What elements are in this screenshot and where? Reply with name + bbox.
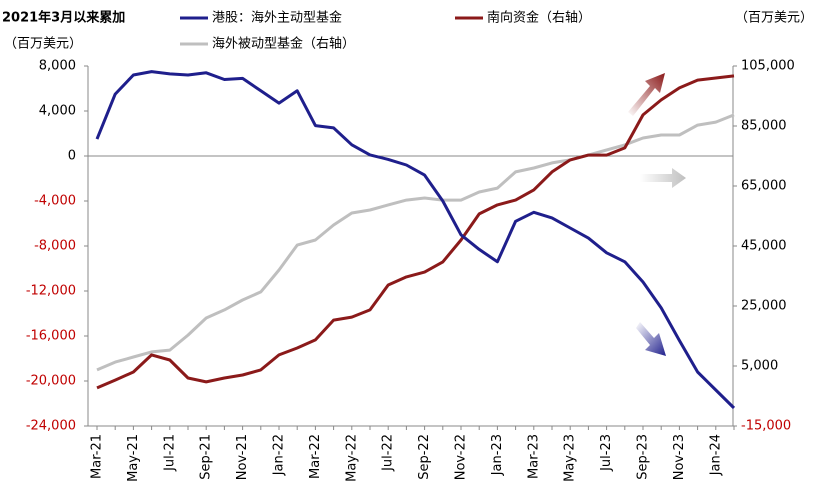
x-tick-label: Nov-23 bbox=[672, 434, 687, 480]
x-tick-label: Jul-23 bbox=[599, 434, 614, 472]
y-tick-label: 0 bbox=[68, 149, 76, 164]
y-tick-label: 4,000 bbox=[39, 104, 76, 119]
x-tick-label: May-22 bbox=[344, 434, 359, 482]
y-tick-label: -12,000 bbox=[26, 284, 76, 299]
x-tick-label: Sep-23 bbox=[636, 434, 651, 480]
x-tick-label: Jan-22 bbox=[272, 434, 287, 476]
y-tick-label: -8,000 bbox=[34, 239, 76, 254]
y2-tick-label: 45,000 bbox=[741, 239, 787, 254]
x-tick-label: Jan-23 bbox=[490, 434, 505, 476]
y2-tick-label: -15,000 bbox=[741, 419, 791, 434]
legend-label: 港股：海外主动型基金 bbox=[212, 10, 342, 26]
x-tick-label: Mar-22 bbox=[308, 434, 323, 479]
x-tick-label: Mar-21 bbox=[90, 434, 105, 479]
x-tick-label: Jul-21 bbox=[162, 434, 177, 472]
y-axis-label: （百万美元） bbox=[4, 37, 82, 52]
x-tick-label: Jul-22 bbox=[381, 434, 396, 472]
legend-label: 南向资金（右轴） bbox=[487, 10, 591, 26]
y-tick-label: -20,000 bbox=[26, 374, 76, 389]
x-tick-label: May-23 bbox=[563, 434, 578, 482]
y2-tick-label: 5,000 bbox=[741, 359, 778, 374]
x-tick-label: Mar-23 bbox=[526, 434, 541, 479]
arrow-down bbox=[636, 322, 666, 356]
legend-label: 海外被动型基金（右轴） bbox=[212, 36, 355, 52]
x-tick-label: Jan-24 bbox=[708, 434, 723, 476]
y-tick-label: -4,000 bbox=[34, 194, 76, 209]
y2-axis-label: （百万美元） bbox=[735, 11, 813, 26]
y2-tick-label: 85,000 bbox=[741, 119, 787, 134]
x-tick-label: Sep-22 bbox=[417, 434, 432, 480]
chart-title: 2021年3月以来累加 bbox=[2, 10, 125, 26]
y-tick-label: 8,000 bbox=[39, 59, 76, 74]
y2-tick-label: 105,000 bbox=[741, 59, 795, 74]
x-tick-label: Nov-21 bbox=[235, 434, 250, 480]
y2-tick-label: 25,000 bbox=[741, 299, 787, 314]
y-tick-label: -16,000 bbox=[26, 329, 76, 344]
arrow-up bbox=[628, 73, 665, 116]
x-tick-label: Nov-22 bbox=[454, 434, 469, 480]
series-line bbox=[95, 70, 736, 410]
x-tick-label: May-21 bbox=[126, 434, 141, 482]
y-tick-label: -24,000 bbox=[26, 419, 76, 434]
y2-tick-label: 65,000 bbox=[741, 179, 787, 194]
series-line bbox=[96, 74, 735, 390]
x-tick-label: Sep-21 bbox=[199, 434, 214, 480]
series-line bbox=[96, 113, 735, 372]
arrow-right bbox=[640, 168, 686, 188]
